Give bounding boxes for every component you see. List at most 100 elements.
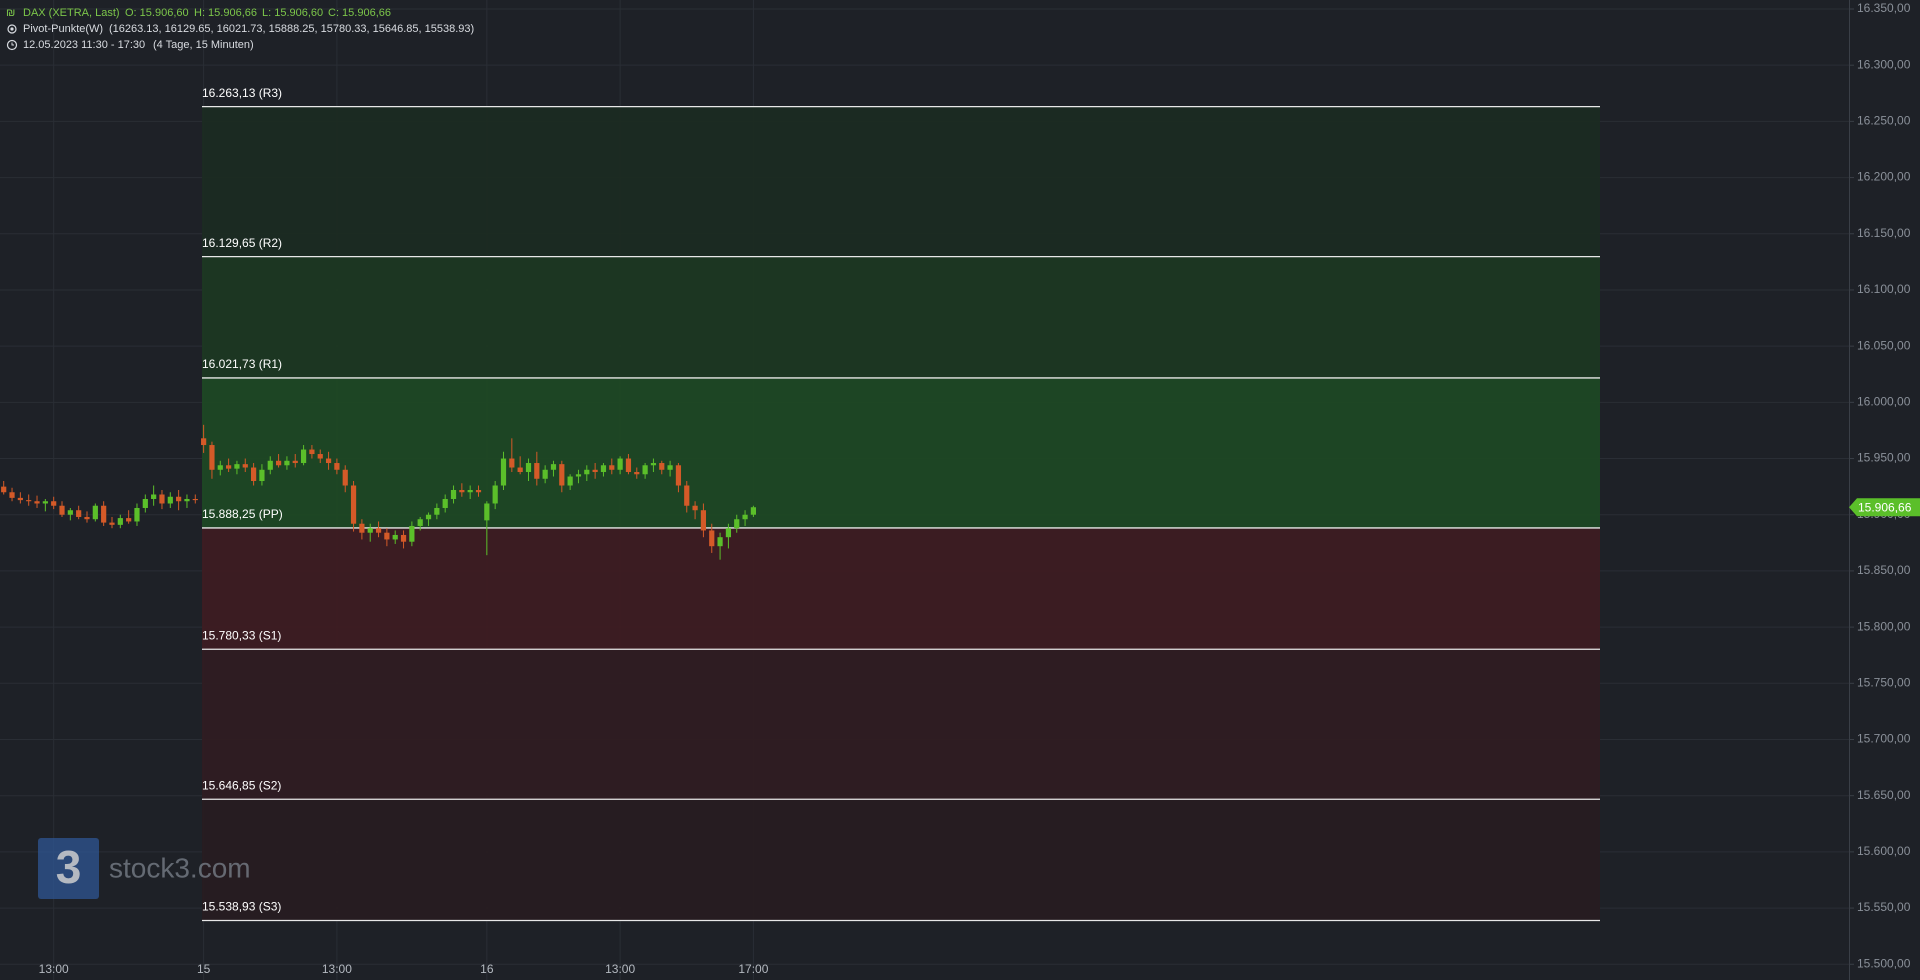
y-tick-label: 15.500,00 [1857,956,1911,970]
candle-body [425,514,432,520]
candle-body [292,460,298,464]
candle-body [26,500,32,502]
candle-body [617,458,623,470]
candle-body [242,464,248,468]
candle-body [400,534,407,542]
candle-body [309,449,315,455]
candle-body [201,438,207,446]
candle-body [226,465,232,469]
candle-body [1,486,7,493]
candle-body [342,469,348,486]
candle-body [334,463,340,470]
pivot-label: 15.888,25 (PP) [202,507,283,521]
x-tick-label: 13:00 [605,962,635,976]
range: 12.05.2023 11:30 - 17:30 [23,39,145,51]
candle-body [509,458,515,468]
pivot-zone [202,106,1600,257]
indicator-values: (16263.13, 16129.65, 16021.73, 15888.25,… [109,23,474,35]
candle-body [217,465,223,470]
candle-body [717,537,723,547]
y-tick-label: 16.150,00 [1857,226,1911,240]
candle-body [600,465,607,473]
candle-body [101,505,107,523]
pivot-zone [202,256,1600,378]
x-tick-label: 13:00 [39,962,69,976]
y-tick-label: 16.300,00 [1857,57,1911,71]
pivot-zone [202,377,1600,528]
candle-body [700,510,707,531]
candle-body [517,467,523,473]
pivot-zones [202,106,1600,921]
y-tick-label: 15.750,00 [1857,675,1911,689]
logo-box [38,838,99,899]
pivot-label: 16.021,73 (R1) [202,357,282,371]
candle-body [750,507,756,515]
y-tick-label: 16.100,00 [1857,282,1911,296]
candle-body [151,494,157,499]
pivot-label: 15.538,93 (S3) [202,900,281,914]
candle-body [525,463,532,473]
candle-body [492,485,498,504]
indicator-icon [7,24,17,34]
candle-body [567,476,573,486]
candle-body [625,458,632,473]
range-info: (4 Tage, 15 Minuten) [153,39,254,51]
y-tick-label: 15.950,00 [1857,451,1911,465]
y-tick-label: 16.200,00 [1857,170,1911,184]
candle-body [42,501,48,504]
candle-body [684,485,690,506]
y-tick-label: 15.700,00 [1857,732,1911,746]
candle-body [642,465,648,475]
candle-body [76,510,82,517]
y-tick-label: 16.350,00 [1857,1,1911,15]
candle-body [142,498,148,508]
pivot-label: 15.646,85 (S2) [202,778,281,792]
pivot-zone [202,649,1600,800]
candle-body [475,490,482,493]
candle-body [659,463,665,470]
candle-body [467,490,473,493]
indicator-icon-dot [10,27,14,31]
candle-body [675,465,682,486]
candle-body [92,505,98,520]
y-tick-label: 16.050,00 [1857,338,1911,352]
chart-icon: ₪ [6,7,15,19]
candle-body [550,464,557,470]
candle-body [167,496,173,504]
pivot-label: 15.780,33 (S1) [202,628,281,642]
ohlc-low: L: 15.906,60 [262,7,323,19]
candle-body [542,469,548,479]
watermark-text: stock3.com [109,852,251,883]
y-tick-label: 15.850,00 [1857,563,1911,577]
pivot-zone [202,799,1600,921]
last-price-label: 15.906,66 [1858,500,1912,514]
candle-body [259,469,265,482]
candle-body [575,474,582,477]
last-price-tag [1849,498,1920,517]
indicator-name: Pivot-Punkte(W) [23,23,103,35]
candle-body [67,510,73,515]
clock-icon [6,39,18,51]
watermark: 3 stock3.com [38,838,251,899]
candle-body [284,460,290,466]
candle-body [559,464,565,486]
pivot-label: 16.129,65 (R2) [202,236,282,250]
candle-body [359,523,365,533]
candle-body [9,492,15,498]
candle-body [209,445,215,470]
x-tick-label: 17:00 [738,962,768,976]
candle-body [17,497,23,501]
candle-body [450,490,457,499]
ohlc-close: C: 15.906,66 [328,7,391,19]
candle-body [109,522,115,525]
candle-body [417,519,423,526]
candle-body [459,490,465,493]
ohlc-open: O: 15.906,60 [125,7,189,19]
candle-body [134,507,140,522]
candle-body [51,501,57,506]
candle-body [267,460,273,470]
candle-body [34,501,40,504]
x-tick-label: 16 [480,962,494,976]
candle-body [409,525,415,542]
